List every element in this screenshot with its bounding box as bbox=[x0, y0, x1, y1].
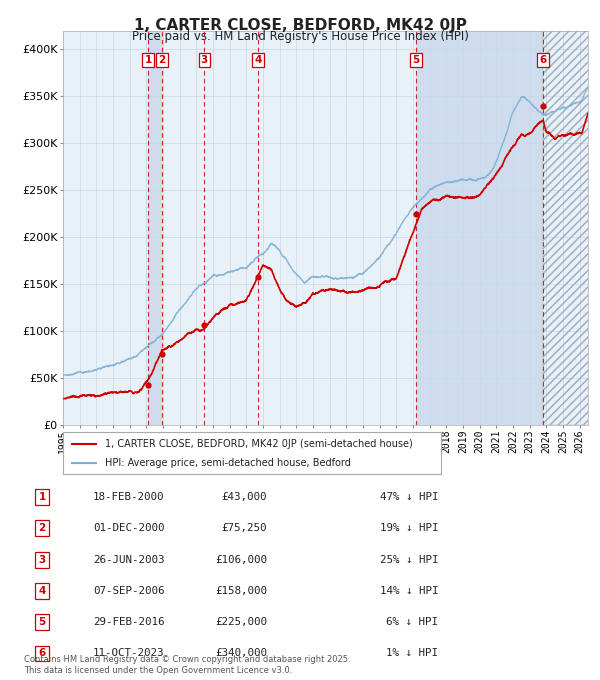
Text: 1: 1 bbox=[38, 492, 46, 502]
Text: 1% ↓ HPI: 1% ↓ HPI bbox=[386, 649, 438, 658]
Text: 26-JUN-2003: 26-JUN-2003 bbox=[93, 555, 164, 564]
Text: Price paid vs. HM Land Registry's House Price Index (HPI): Price paid vs. HM Land Registry's House … bbox=[131, 30, 469, 43]
Text: £43,000: £43,000 bbox=[221, 492, 267, 502]
Text: 29-FEB-2016: 29-FEB-2016 bbox=[93, 617, 164, 627]
Text: 1, CARTER CLOSE, BEDFORD, MK42 0JP (semi-detached house): 1, CARTER CLOSE, BEDFORD, MK42 0JP (semi… bbox=[104, 439, 412, 449]
Bar bbox=[416, 31, 542, 425]
Text: HPI: Average price, semi-detached house, Bedford: HPI: Average price, semi-detached house,… bbox=[104, 458, 350, 469]
Text: 25% ↓ HPI: 25% ↓ HPI bbox=[380, 555, 438, 564]
Bar bbox=[148, 31, 161, 425]
Text: Contains HM Land Registry data © Crown copyright and database right 2025.
This d: Contains HM Land Registry data © Crown c… bbox=[24, 655, 350, 675]
Text: 18-FEB-2000: 18-FEB-2000 bbox=[93, 492, 164, 502]
Text: 2: 2 bbox=[158, 55, 165, 65]
Text: 14% ↓ HPI: 14% ↓ HPI bbox=[380, 586, 438, 596]
Text: 1, CARTER CLOSE, BEDFORD, MK42 0JP: 1, CARTER CLOSE, BEDFORD, MK42 0JP bbox=[134, 18, 466, 33]
Text: £225,000: £225,000 bbox=[215, 617, 267, 627]
Text: 07-SEP-2006: 07-SEP-2006 bbox=[93, 586, 164, 596]
Text: 4: 4 bbox=[38, 586, 46, 596]
Text: 6: 6 bbox=[539, 55, 546, 65]
Text: 3: 3 bbox=[38, 555, 46, 564]
Text: 5: 5 bbox=[412, 55, 419, 65]
Text: 5: 5 bbox=[38, 617, 46, 627]
Text: 6: 6 bbox=[38, 649, 46, 658]
Text: 3: 3 bbox=[201, 55, 208, 65]
Text: £158,000: £158,000 bbox=[215, 586, 267, 596]
Text: 19% ↓ HPI: 19% ↓ HPI bbox=[380, 524, 438, 533]
Text: 1: 1 bbox=[145, 55, 152, 65]
Bar bbox=[542, 31, 600, 425]
Bar bbox=[542, 31, 600, 425]
Text: 6% ↓ HPI: 6% ↓ HPI bbox=[386, 617, 438, 627]
Text: 01-DEC-2000: 01-DEC-2000 bbox=[93, 524, 164, 533]
Text: 4: 4 bbox=[254, 55, 262, 65]
Text: £75,250: £75,250 bbox=[221, 524, 267, 533]
Text: £340,000: £340,000 bbox=[215, 649, 267, 658]
Text: £106,000: £106,000 bbox=[215, 555, 267, 564]
Text: 2: 2 bbox=[38, 524, 46, 533]
Text: 11-OCT-2023: 11-OCT-2023 bbox=[93, 649, 164, 658]
Text: 47% ↓ HPI: 47% ↓ HPI bbox=[380, 492, 438, 502]
